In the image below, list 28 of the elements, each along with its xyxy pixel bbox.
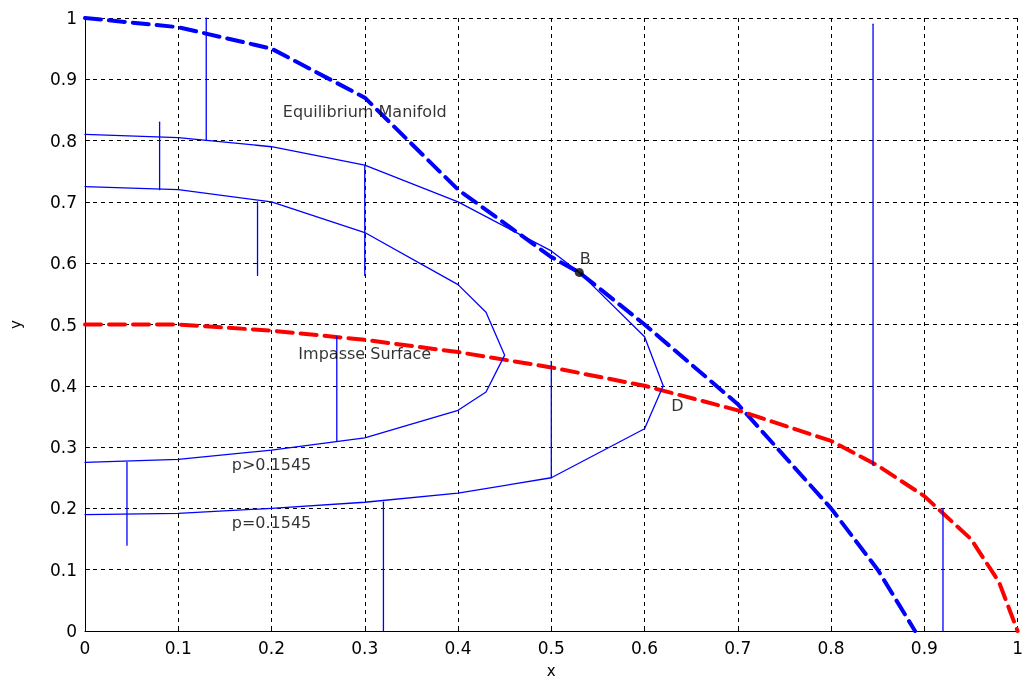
y-tick-label: 0.8 <box>49 130 77 151</box>
x-tick-label: 0.4 <box>444 637 472 658</box>
x-tick-label: 0.5 <box>537 637 565 658</box>
y-tick-label: 0.4 <box>49 375 77 396</box>
y-axis-title: y <box>6 319 25 329</box>
y-tick-label: 0 <box>66 621 77 641</box>
y-tick-label: 0.2 <box>49 498 77 519</box>
x-tick-label: 0 <box>79 637 91 658</box>
y-tick-label: 0.9 <box>49 69 77 90</box>
x-tick-label: 0.2 <box>257 637 286 658</box>
x-tick-label: 1 <box>1012 637 1024 658</box>
y-tick-label: 0.7 <box>49 191 77 212</box>
x-tick-label: 0.6 <box>631 637 659 658</box>
annotation: Equilibrium Manifold <box>282 102 447 122</box>
y-tick-label: 1 <box>66 8 77 28</box>
annotation: p>0.1545 <box>231 454 312 474</box>
x-tick-label: 0.7 <box>724 637 752 658</box>
x-tick-label: 0.8 <box>817 637 845 658</box>
y-tick-label: 0.1 <box>49 559 77 580</box>
x-axis-title: x <box>546 661 556 680</box>
y-tick-label: 0.3 <box>49 437 77 458</box>
annotation: p=0.1545 <box>231 512 312 532</box>
annotation: D <box>671 396 684 416</box>
x-tick-label: 0.3 <box>351 637 379 658</box>
x-tick-label: 0.1 <box>164 637 192 658</box>
y-tick-label: 0.6 <box>49 253 77 274</box>
x-tick-label: 0.9 <box>910 637 938 658</box>
y-tick-label: 0.5 <box>49 314 77 335</box>
